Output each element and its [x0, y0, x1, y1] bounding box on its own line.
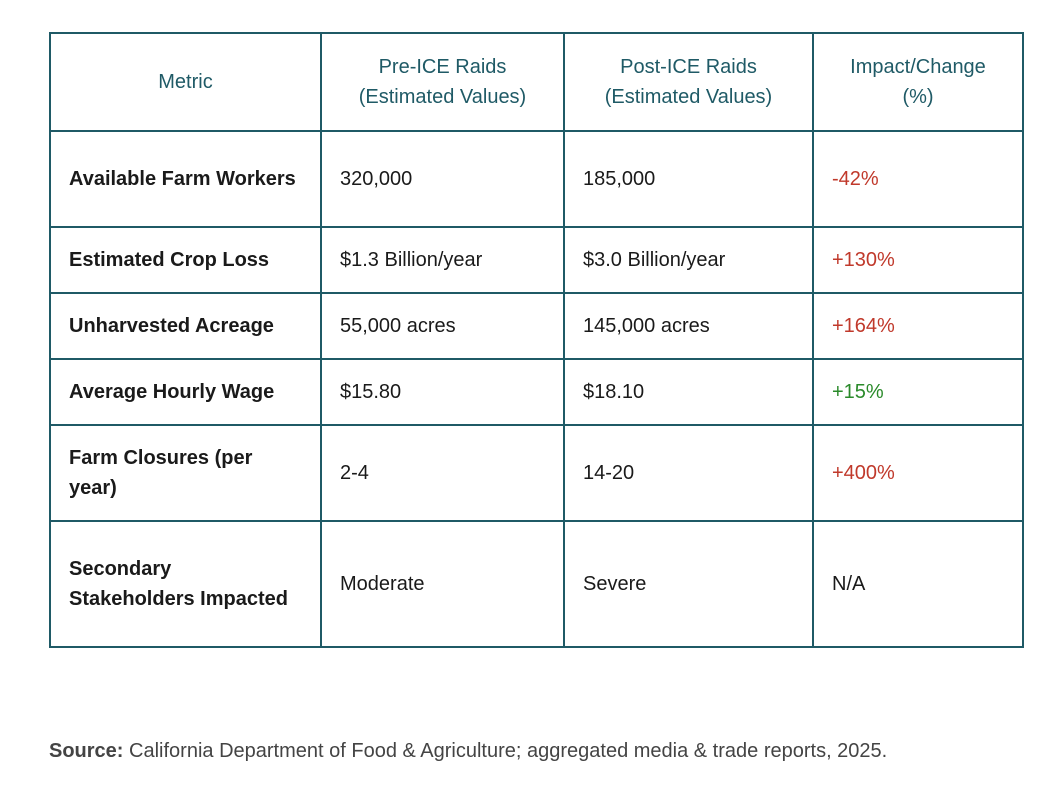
header-impact-line-2: (%) — [902, 86, 934, 108]
post-ice-cell: 14-20 — [563, 424, 814, 522]
header-impact-change: Impact/Change (%) — [812, 32, 1024, 132]
change-cell: N/A — [812, 520, 1024, 648]
header-pre-ice-line-2: (Estimated Values) — [358, 86, 527, 108]
table-row: Secondary Stakeholders Impacted Moderate… — [49, 520, 1024, 648]
metric-cell: Secondary Stakeholders Impacted — [49, 520, 322, 648]
post-ice-cell: 145,000 acres — [563, 292, 814, 360]
pre-ice-cell: 55,000 acres — [320, 292, 565, 360]
source-citation: Source: California Department of Food & … — [49, 737, 887, 765]
table-row: Available Farm Workers 320,000 185,000 -… — [49, 130, 1024, 228]
metric-cell: Unharvested Acreage — [49, 292, 322, 360]
change-cell: +164% — [812, 292, 1024, 360]
header-pre-ice: Pre-ICE Raids (Estimated Values) — [320, 32, 565, 132]
header-pre-ice-line-1: Pre-ICE Raids — [378, 56, 507, 78]
change-cell: +15% — [812, 358, 1024, 426]
post-ice-cell: $18.10 — [563, 358, 814, 426]
header-metric: Metric — [49, 32, 322, 132]
post-ice-cell: 185,000 — [563, 130, 814, 228]
header-post-ice-line-1: Post-ICE Raids — [620, 56, 757, 78]
header-post-ice: Post-ICE Raids (Estimated Values) — [563, 32, 814, 132]
source-text: California Department of Food & Agricult… — [129, 740, 888, 762]
header-impact-line-1: Impact/Change — [850, 56, 986, 78]
source-label: Source: — [49, 740, 124, 762]
metric-cell: Farm Closures (per year) — [49, 424, 322, 522]
header-metric-line-1: Metric — [158, 71, 213, 93]
pre-ice-cell: 320,000 — [320, 130, 565, 228]
pre-ice-cell: $1.3 Billion/year — [320, 226, 565, 294]
table-row: Farm Closures (per year) 2-4 14-20 +400% — [49, 424, 1024, 522]
table-row: Unharvested Acreage 55,000 acres 145,000… — [49, 292, 1024, 360]
metric-cell: Average Hourly Wage — [49, 358, 322, 426]
header-post-ice-line-2: (Estimated Values) — [604, 86, 773, 108]
change-cell: +130% — [812, 226, 1024, 294]
table-row: Average Hourly Wage $15.80 $18.10 +15% — [49, 358, 1024, 426]
pre-ice-cell: Moderate — [320, 520, 565, 648]
change-cell: +400% — [812, 424, 1024, 522]
comparison-table: Metric Pre-ICE Raids (Estimated Values) … — [49, 32, 1024, 648]
pre-ice-cell: $15.80 — [320, 358, 565, 426]
table-header-row: Metric Pre-ICE Raids (Estimated Values) … — [49, 32, 1024, 132]
post-ice-cell: Severe — [563, 520, 814, 648]
metric-cell: Estimated Crop Loss — [49, 226, 322, 294]
pre-ice-cell: 2-4 — [320, 424, 565, 522]
metric-cell: Available Farm Workers — [49, 130, 322, 228]
change-cell: -42% — [812, 130, 1024, 228]
post-ice-cell: $3.0 Billion/year — [563, 226, 814, 294]
table-row: Estimated Crop Loss $1.3 Billion/year $3… — [49, 226, 1024, 294]
